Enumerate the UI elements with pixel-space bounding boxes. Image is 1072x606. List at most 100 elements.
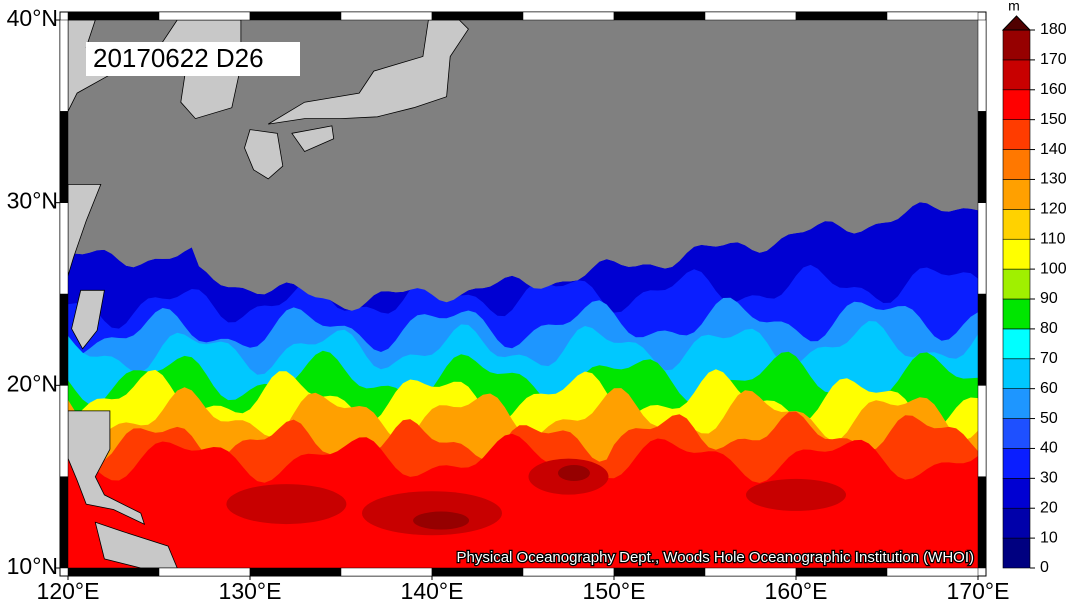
colorbar-tick-label: 170 [1040, 51, 1067, 68]
frame-segment [977, 385, 987, 477]
lon-tick-label: 170°E [947, 578, 1010, 604]
lat-tick-label: 20°N [7, 370, 58, 396]
deep-core [413, 511, 470, 530]
frame-segment [977, 293, 987, 386]
colorbar-segment [1002, 59, 1031, 91]
map-area [68, 20, 978, 568]
colorbar-segment [1002, 388, 1031, 419]
colorbar-segment [1002, 238, 1031, 270]
colorbar-segment [1002, 507, 1031, 539]
frame-segment [340, 567, 433, 577]
frame-segment [249, 567, 342, 577]
title: 20170622 D26 [93, 43, 264, 73]
colorbar-tick-label: 30 [1040, 470, 1058, 487]
colorbar-segment [1002, 537, 1031, 569]
land-taiwan [71, 289, 105, 350]
colorbar-extend [1001, 15, 1032, 31]
frame-segment [340, 11, 433, 21]
colorbar-tick-label: 70 [1040, 350, 1058, 367]
colorbar-tick-label: 100 [1040, 260, 1067, 277]
colorbar-tick-label: 80 [1040, 320, 1058, 337]
colorbar-tick-label: 110 [1040, 230, 1066, 247]
frame-segment [704, 11, 797, 21]
colorbar-segment [1002, 209, 1031, 240]
lon-tick-label: 150°E [583, 578, 646, 604]
deep-patch [226, 484, 347, 525]
no-data [68, 20, 978, 311]
frame [59, 11, 987, 577]
frame-segment [158, 11, 251, 21]
colorbar-tick-label: 180 [1040, 21, 1067, 38]
colorbar: 0 10 20 30 40 50 60 70 80 90 100 110 120 130 140 150 160… [1001, 15, 1067, 576]
frame-segment [522, 11, 615, 21]
frame-segment [431, 11, 524, 21]
land-china-coast [68, 184, 102, 276]
colorbar-tick-label: 150 [1040, 111, 1067, 128]
colorbar-segment [1002, 119, 1031, 150]
frame-segment [59, 111, 69, 203]
frame-segment [59, 476, 69, 569]
colorbar-segment [1002, 89, 1031, 120]
colorbar-segment [1002, 328, 1031, 360]
frame-segment [977, 202, 987, 295]
frame-segment [59, 19, 69, 112]
colorbar-tick-label: 50 [1040, 410, 1058, 427]
colorbar-segment [1002, 149, 1031, 180]
land-visayas [94, 521, 178, 568]
frame-segment [977, 19, 987, 112]
colorbar-segment [1002, 179, 1031, 210]
colorbar-tick-label: 40 [1040, 440, 1058, 457]
colorbar-tick-label: 10 [1040, 529, 1058, 546]
colorbar-tick-label: 120 [1040, 201, 1067, 218]
land-shikoku [291, 125, 335, 152]
colorbar-tick-label: 20 [1040, 499, 1058, 516]
lat-tick-label: 10°N [7, 553, 58, 579]
lon-tick-label: 120°E [37, 578, 100, 604]
credit: Physical Oceanography Dept., Woods Hole … [457, 549, 974, 566]
colorbar-segment [1002, 478, 1031, 509]
frame-segment [59, 293, 69, 386]
deep-patch [746, 478, 846, 511]
frame-segment [158, 567, 251, 577]
frame-segment [795, 11, 888, 21]
frame-segment [67, 567, 160, 577]
deep-core [557, 465, 590, 482]
frame-segment [704, 567, 797, 577]
land-honshu [267, 20, 469, 125]
colorbar-tick-label: 140 [1040, 141, 1067, 158]
frame-segment [59, 202, 69, 295]
colorbar-segment [1002, 29, 1031, 61]
colorbar-tick-label: 60 [1040, 380, 1058, 397]
frame-segment [886, 567, 979, 577]
lon-tick-label: 160°E [765, 578, 828, 604]
land-kyushu [244, 129, 284, 180]
colorbar-segment [1002, 268, 1031, 300]
frame-segment [613, 11, 706, 21]
title-box [86, 42, 300, 76]
colorbar-segment [1002, 418, 1031, 449]
colorbar-segment [1002, 298, 1031, 330]
colorbar-tick-label: 130 [1040, 171, 1067, 188]
lat-tick-label: 40°N [7, 5, 58, 31]
lat-tick-label: 30°N [7, 188, 58, 214]
frame-segment [67, 11, 160, 21]
land-luzon [68, 410, 146, 525]
colorbar-tick-label: 0 [1040, 559, 1049, 576]
frame-segment [249, 11, 342, 21]
frame-segment [977, 476, 987, 569]
ocean-band [68, 433, 978, 568]
colorbar-unit: m [1008, 0, 1020, 14]
colorbar-segment [1002, 448, 1031, 479]
colorbar-tick-label: 90 [1040, 290, 1058, 307]
frame-segment [795, 567, 888, 577]
lon-tick-label: 140°E [401, 578, 464, 604]
frame-segment [977, 111, 987, 203]
lon-tick-label: 130°E [219, 578, 282, 604]
frame-segment [59, 385, 69, 477]
colorbar-segment [1002, 358, 1031, 389]
frame-segment [613, 567, 706, 577]
colorbar-tick-label: 160 [1040, 81, 1067, 98]
frame-segment [522, 567, 615, 577]
